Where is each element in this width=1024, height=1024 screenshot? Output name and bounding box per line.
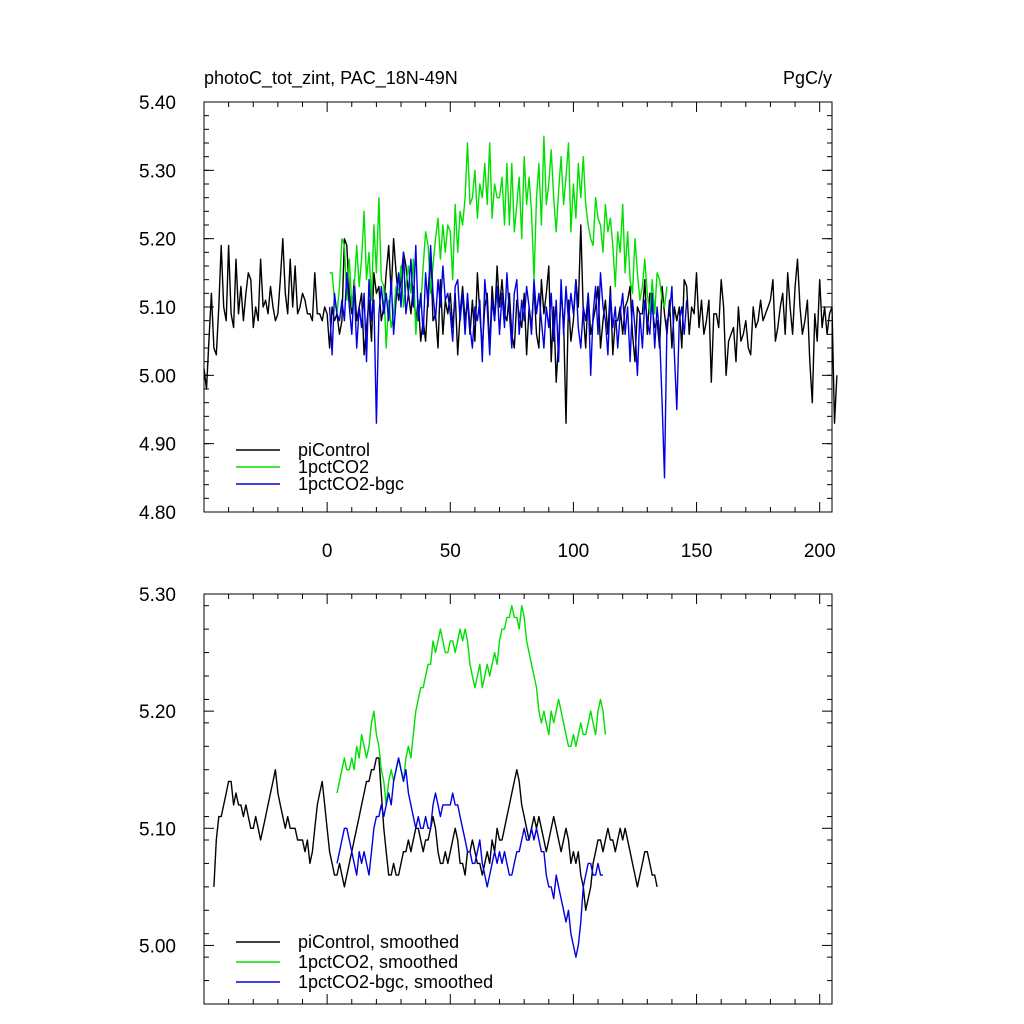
axis-ticks-bottom: 5.00 5.10 5.20 5.30 [139,585,832,1005]
x-tick-label: 150 [681,541,713,562]
y-tick-label: 5.10 [139,298,176,319]
x-tick-label: 50 [440,541,461,562]
legend-label: 1pctCO2, smoothed [298,952,458,972]
y-tick-label: 4.90 [139,435,176,456]
y-tick-label: 4.80 [139,503,176,524]
panel-top: photoC_tot_zint, PAC_18N-49N PgC/y 4.804… [139,68,838,562]
axis-ticks-top: 4.80 4.90 5.00 5.10 5.20 5.30 5.40 0 50 100 150 200 [139,93,836,562]
legend-label: 1pctCO2-bgc [298,474,404,494]
legend-label: piControl [298,440,370,460]
series-lines-top [203,135,838,479]
y-tick-label: 5.00 [139,366,176,387]
y-tick-label: 5.30 [139,161,176,182]
y-tick-label: 5.20 [139,702,176,723]
series-lines-bottom [213,605,658,958]
legend-label: piControl, smoothed [298,932,459,952]
plot-frame-bottom [203,593,833,1005]
y-tick-label: 5.20 [139,230,176,251]
series-line-1pctco2-bgc [328,244,688,479]
y-tick-label: 5.40 [139,93,176,114]
chart-title: photoC_tot_zint, PAC_18N-49N [204,68,458,89]
x-tick-label: 200 [804,541,836,562]
panel-bottom: 5.005.105.205.30 piControl, smoothed1pct… [139,585,833,1005]
units-label: PgC/y [783,68,832,88]
y-tick-label: 5.10 [139,819,176,840]
y-tick-label: 5.00 [139,936,176,957]
y-tick-label: 5.30 [139,585,176,606]
series-line-picontrol-smoothed [213,757,658,911]
legend-label: 1pctCO2 [298,457,369,477]
legend-label: 1pctCO2-bgc, smoothed [298,972,493,992]
x-tick-label: 100 [558,541,590,562]
x-tick-label: 0 [322,541,333,562]
series-line-1pctco2-smoothed [336,605,607,806]
series-line-1pctco2-bgc-smoothed [336,757,603,958]
series-line-1pctco2 [329,135,668,349]
